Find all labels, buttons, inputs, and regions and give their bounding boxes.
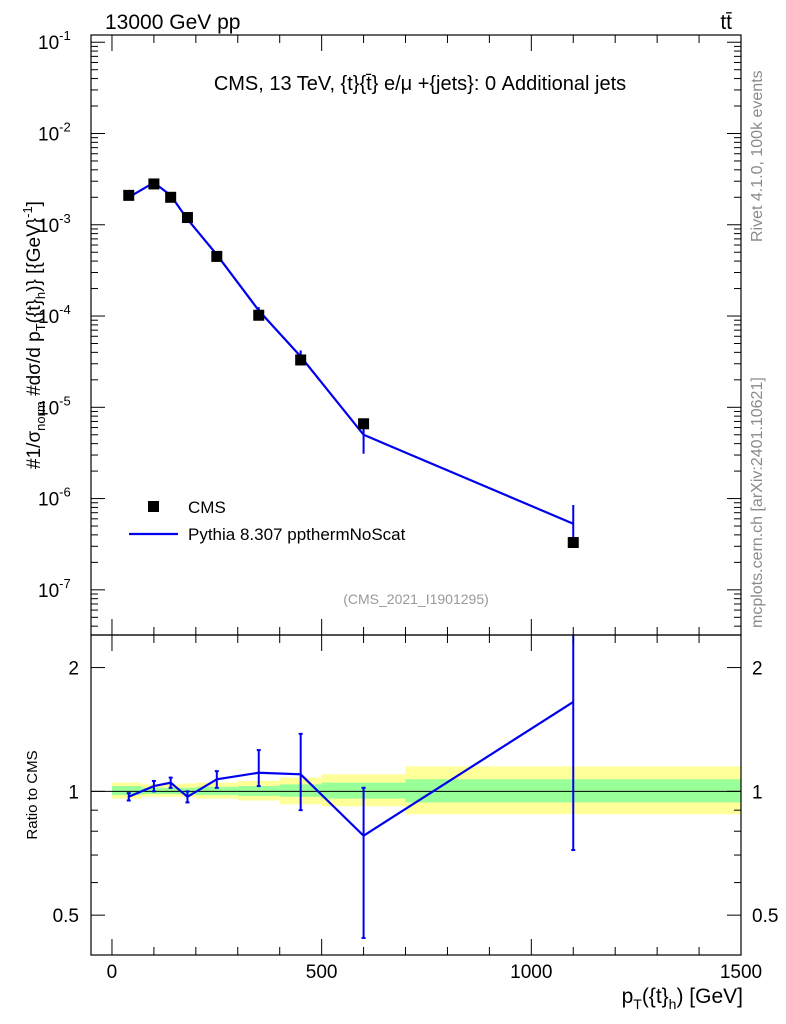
cms-data-point — [211, 250, 223, 262]
ratio-y-tick-label-left: 2 — [68, 659, 79, 680]
main-series — [123, 178, 579, 549]
ratio-y-axis-label: Ratio to CMS — [24, 750, 41, 839]
ratio-y-tick-label-right: 0.5 — [752, 906, 778, 927]
header-process-label: tt̄ — [720, 11, 732, 34]
legend-cms-label: CMS — [188, 498, 226, 517]
main-y-tick-label: 10-3 — [38, 211, 71, 237]
ratio-x-ticks: 0 500 1000 1500 — [107, 635, 762, 983]
header-energy-label: 13000 GeV pp — [105, 11, 240, 34]
ratio-y-tick-label-right: 1 — [752, 782, 763, 803]
cms-data-point — [295, 354, 307, 366]
ratio-y-tick-label-left: 1 — [68, 782, 79, 803]
ratio-bands — [111, 766, 741, 815]
legend-cms-marker — [148, 501, 159, 512]
ratio-series — [126, 635, 576, 939]
ratio-y-tick-label-left: 0.5 — [53, 906, 79, 927]
main-y-tick-label: 10-2 — [38, 119, 71, 145]
main-y-tick-label: 10-5 — [38, 393, 71, 419]
x-axis-label: pT({t}h) [GeV] — [622, 985, 743, 1012]
main-y-axis-label: #1/σnorm #dσ/d pT({t}h)} [{GeV}-1] — [20, 201, 48, 469]
ratio-x-tick-label: 1500 — [720, 962, 762, 983]
main-y-ticks: 10-7 10-6 10-5 10-4 10-3 10-2 10-1 — [38, 28, 741, 627]
ratio-panel: 0.5 0.5 1 1 2 2 0 500 1000 1500 Ratio to CMS pT(… — [24, 634, 779, 1012]
legend: CMS Pythia 8.307 ppthermNoScat — [129, 498, 406, 544]
main-panel: 10-7 10-6 10-5 10-4 10-3 10-2 10-1 CMS, 13 TeV… — [20, 28, 742, 636]
main-panel-frame — [90, 34, 742, 636]
main-x-ticks — [111, 35, 742, 635]
ratio-inner-band — [111, 786, 142, 795]
ratio-y-tick-label-right: 2 — [752, 659, 763, 680]
cms-data-point — [567, 537, 579, 549]
cms-data-point — [181, 212, 193, 224]
ratio-x-tick-label: 1000 — [510, 962, 552, 983]
ratio-x-tick-label: 500 — [306, 962, 338, 983]
mcplots-source-label: mcplots.cern.ch [arXiv:2401.10621] — [749, 377, 766, 628]
main-y-tick-label: 10-4 — [38, 302, 71, 328]
cms-data-point — [148, 178, 160, 190]
main-y-tick-label: 10-1 — [38, 28, 71, 54]
cms-data-point — [123, 189, 135, 201]
ratio-x-tick-label: 0 — [107, 962, 118, 983]
legend-pythia-label: Pythia 8.307 ppthermNoScat — [188, 525, 406, 544]
cms-data-point — [358, 418, 370, 430]
x-axis-label-text: pT({t}h) [GeV] — [622, 985, 743, 1012]
analysis-watermark: (CMS_2021_I1901295) — [343, 591, 489, 607]
main-y-tick-label: 10-6 — [38, 485, 71, 511]
main-y-tick-label: 10-7 — [38, 576, 71, 602]
cms-data-point — [253, 309, 265, 321]
rivet-version-label: Rivet 4.1.0, 100k events — [749, 70, 766, 242]
cms-data-point — [165, 191, 177, 203]
ratio-y-ticks: 0.5 0.5 1 1 2 2 — [53, 659, 779, 928]
main-y-axis-label-text: #1/σnorm #dσ/d pT({t}h)} [{GeV}-1] — [20, 201, 48, 469]
pythia-curve — [128, 181, 574, 525]
main-plot-title: CMS, 13 TeV, {t}{t̄} e/μ +{jets}: 0 Addi… — [214, 73, 626, 95]
ratio-panel-frame — [90, 634, 742, 956]
